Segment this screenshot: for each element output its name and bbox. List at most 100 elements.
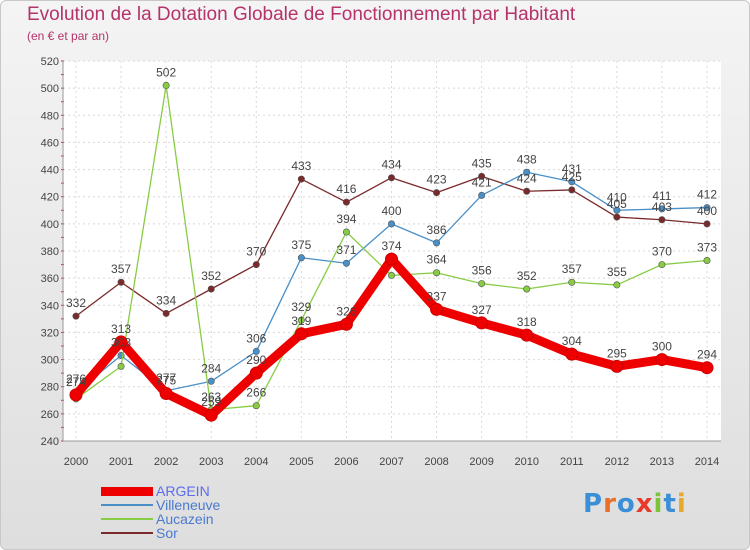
data-point-aucazein <box>478 280 486 288</box>
data-label-sor: 405 <box>607 197 627 211</box>
data-label-aucazein: 357 <box>562 262 582 276</box>
data-point-argein <box>204 408 218 422</box>
data-label-villeneuve: 276 <box>66 372 86 386</box>
data-point-villeneuve <box>387 220 395 228</box>
data-point-villeneuve <box>342 259 350 267</box>
data-label-sor: 334 <box>156 293 176 307</box>
legend-swatch <box>101 518 153 520</box>
y-tick-label: 480 <box>41 110 59 122</box>
y-tick-label: 320 <box>41 327 59 339</box>
data-point-villeneuve <box>207 377 215 385</box>
data-label-villeneuve: 303 <box>111 336 131 350</box>
data-label-argein: 290 <box>246 353 266 367</box>
logo-letter: r <box>603 489 617 519</box>
x-tick-label: 2002 <box>154 456 178 468</box>
data-point-aucazein <box>387 271 395 279</box>
data-label-villeneuve: 277 <box>156 371 176 385</box>
data-point-argein <box>700 361 714 375</box>
data-label-aucazein: 329 <box>291 300 311 314</box>
data-label-sor: 370 <box>246 245 266 259</box>
y-tick-label: 280 <box>41 382 59 394</box>
data-label-sor: 423 <box>427 173 447 187</box>
legend-label: Villeneuve <box>156 497 221 513</box>
data-label-villeneuve: 410 <box>607 190 627 204</box>
x-tick-label: 2010 <box>514 456 538 468</box>
data-point-sor <box>387 174 395 182</box>
legend-swatch <box>101 486 153 496</box>
data-point-argein <box>69 388 83 402</box>
legend-label: Sor <box>156 525 178 541</box>
data-label-sor: 352 <box>201 269 221 283</box>
y-tick-label: 420 <box>41 192 59 204</box>
data-label-aucazein: 373 <box>697 241 717 255</box>
data-point-aucazein <box>613 281 621 289</box>
data-point-villeneuve <box>297 254 305 262</box>
chart-title: Evolution de la Dotation Globale de Fonc… <box>27 4 576 25</box>
data-label-villeneuve: 375 <box>291 238 311 252</box>
data-label-argein: 300 <box>652 340 672 354</box>
data-point-aucazein <box>252 402 260 410</box>
x-tick-label: 2004 <box>244 456 268 468</box>
data-point-aucazein <box>523 285 531 293</box>
data-point-aucazein <box>658 261 666 269</box>
data-point-villeneuve <box>523 168 531 176</box>
legend-label: ARGEIN <box>156 483 210 499</box>
data-point-villeneuve <box>478 191 486 199</box>
x-tick-label: 2009 <box>469 456 493 468</box>
data-label-sor: 434 <box>381 158 401 172</box>
data-point-sor <box>568 186 576 194</box>
chart-legend: ARGEIN Villeneuve Aucazein Sor <box>101 484 220 540</box>
x-tick-label: 2006 <box>334 456 358 468</box>
x-tick-label: 2000 <box>64 456 88 468</box>
data-point-villeneuve <box>613 206 621 214</box>
data-label-villeneuve: 284 <box>201 361 221 375</box>
x-tick-label: 2012 <box>605 456 629 468</box>
data-label-argein: 295 <box>607 346 627 360</box>
data-point-aucazein <box>703 256 711 264</box>
data-label-argein: 294 <box>697 348 717 362</box>
data-label-villeneuve: 411 <box>652 189 671 203</box>
data-point-argein <box>655 353 669 367</box>
logo-letter: o <box>616 489 636 519</box>
data-label-sor: 425 <box>562 170 582 184</box>
data-label-villeneuve: 371 <box>336 243 356 257</box>
legend-swatch <box>101 532 153 534</box>
x-tick-label: 2011 <box>560 456 584 468</box>
data-label-sor: 433 <box>291 159 311 173</box>
data-label-villeneuve: 438 <box>517 152 537 166</box>
data-label-argein: 374 <box>381 239 401 253</box>
data-point-sor <box>703 220 711 228</box>
data-label-villeneuve: 400 <box>381 204 401 218</box>
data-label-villeneuve: 412 <box>697 188 717 202</box>
data-label-aucazein: 266 <box>246 386 266 400</box>
data-point-argein <box>114 335 128 349</box>
proxiti-logo: Proxiti <box>583 489 687 519</box>
data-point-villeneuve <box>252 347 260 355</box>
data-label-villeneuve: 306 <box>246 331 266 345</box>
data-label-aucazein: 364 <box>427 253 447 267</box>
x-tick-label: 2007 <box>379 456 403 468</box>
data-point-argein <box>339 317 353 331</box>
data-point-aucazein <box>117 362 125 370</box>
data-point-argein <box>610 359 624 373</box>
data-label-argein: 326 <box>336 304 356 318</box>
data-label-aucazein: 355 <box>607 265 627 279</box>
data-label-aucazein: 263 <box>201 390 221 404</box>
logo-letter: i <box>653 489 664 519</box>
data-label-aucazein: 502 <box>156 65 176 79</box>
data-point-argein <box>249 366 263 380</box>
data-label-argein: 318 <box>517 315 537 329</box>
data-point-argein <box>159 387 173 400</box>
data-label-argein: 304 <box>562 334 582 348</box>
y-tick-label: 340 <box>41 300 59 312</box>
data-label-argein: 274 <box>66 375 86 389</box>
data-point-aucazein <box>297 316 305 324</box>
legend-item-aucazein: Aucazein <box>101 512 220 526</box>
data-point-aucazein <box>568 278 576 286</box>
data-point-sor <box>117 278 125 286</box>
y-tick-label: 520 <box>41 56 59 68</box>
data-label-argein: 275 <box>156 374 176 388</box>
data-label-villeneuve: 421 <box>472 175 492 189</box>
